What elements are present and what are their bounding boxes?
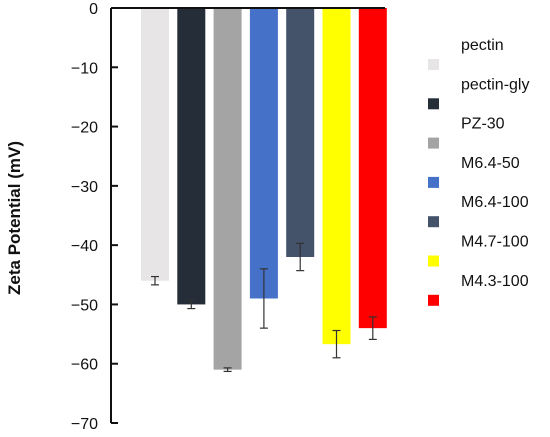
legend-label: pectin-gly xyxy=(461,76,529,93)
y-tick-label: −50 xyxy=(71,297,98,314)
legend-swatch xyxy=(428,59,439,70)
bars-group xyxy=(141,8,387,370)
y-tick-label: −70 xyxy=(71,416,98,433)
y-axis-label: Zeta Potential (mV) xyxy=(5,141,24,295)
legend-swatch xyxy=(428,294,439,306)
legend: pectin pectin-gly PZ-30 M6.4-50 M6.4-100 M4.7… xyxy=(428,37,529,306)
bar-pectin xyxy=(141,8,169,281)
legend-label: M4.3-100 xyxy=(461,273,529,290)
bar-pectin-gly xyxy=(177,8,206,305)
error-bars-group xyxy=(151,242,377,373)
legend-swatch xyxy=(428,216,439,228)
y-tick-label: 0 xyxy=(89,1,98,18)
legend-label: M6.4-50 xyxy=(461,155,520,172)
legend-label: pectin xyxy=(461,37,504,54)
y-tick-label: −20 xyxy=(71,120,98,137)
bar-m4-3-100 xyxy=(358,8,387,329)
y-tick-label: −30 xyxy=(71,179,98,196)
y-tick-label: −60 xyxy=(71,357,98,374)
y-tick-label: −10 xyxy=(71,60,98,77)
y-axis: 0 −10 −20 −30 −40 −50 −60 −70 xyxy=(71,1,385,433)
bar-m6-4-50 xyxy=(249,8,278,299)
legend-swatch xyxy=(428,176,439,188)
y-tick-label: −40 xyxy=(71,238,98,255)
bar-m6-4-100 xyxy=(286,8,315,257)
legend-swatch xyxy=(428,98,439,110)
legend-label: M4.7-100 xyxy=(461,234,529,251)
legend-label: PZ-30 xyxy=(461,116,505,133)
legend-swatch xyxy=(428,255,439,267)
bar-pz-30 xyxy=(213,8,242,370)
bar-m4-7-100 xyxy=(322,8,351,345)
legend-swatch xyxy=(428,137,439,149)
legend-label: M6.4-100 xyxy=(461,194,529,211)
